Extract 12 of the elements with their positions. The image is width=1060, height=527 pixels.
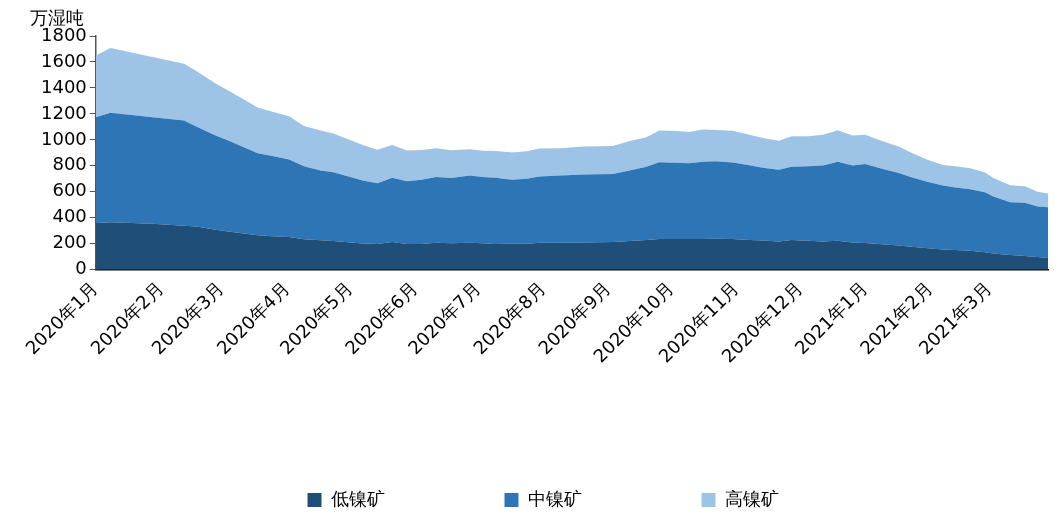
y-tick-label: 1600	[41, 49, 87, 71]
y-tick-label: 800	[52, 153, 87, 175]
y-tick-label: 1400	[41, 75, 87, 97]
legend-label: 中镍矿	[527, 487, 582, 509]
y-tick-label: 1000	[41, 127, 87, 149]
legend-label: 低镍矿	[330, 487, 385, 509]
y-tick-label: 200	[52, 231, 87, 253]
y-tick-label: 600	[52, 179, 87, 201]
y-tick-label: 400	[52, 205, 87, 227]
legend-label: 高镍矿	[724, 487, 779, 509]
y-tick-label: 0	[75, 257, 87, 279]
y-tick-label: 1200	[41, 101, 87, 123]
